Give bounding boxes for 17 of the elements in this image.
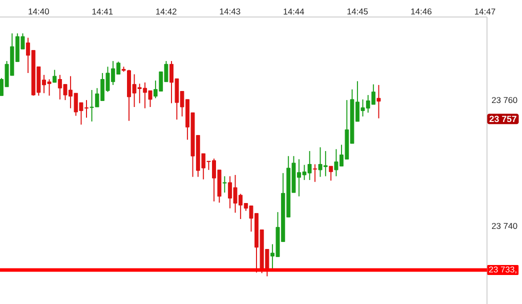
- x-tick-label: 14:42: [156, 8, 176, 14]
- y-tick-label: 23 740: [492, 222, 518, 229]
- x-tick-label: 14:41: [92, 8, 113, 14]
- y-tick-label: 23 760: [492, 97, 518, 104]
- candlestick: [376, 84, 381, 119]
- x-tick-label: 14:45: [347, 8, 368, 14]
- candlestick: [312, 164, 317, 182]
- ref-line-label: 23 733,: [489, 266, 516, 274]
- x-tick-label: 14:40: [28, 8, 49, 14]
- candlestick: [328, 166, 333, 182]
- x-tick-label: 14:47: [474, 8, 496, 14]
- candlestick: [52, 69, 57, 83]
- x-tick-label: 14:44: [284, 8, 304, 14]
- x-tick-label: 14:43: [220, 8, 240, 14]
- x-tick-label: 14:46: [411, 8, 432, 14]
- annotation: 23 757: [490, 116, 516, 122]
- candlestick: [222, 176, 227, 194]
